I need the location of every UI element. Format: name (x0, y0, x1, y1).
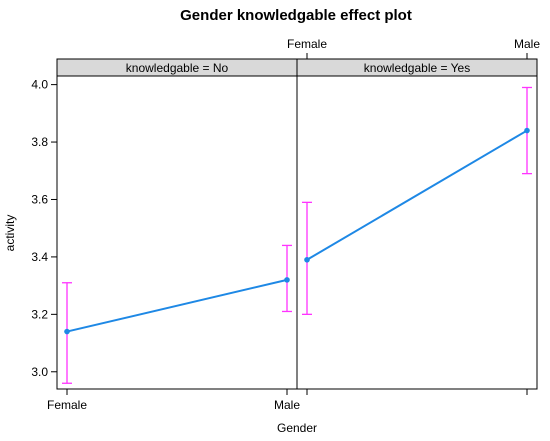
fit-point (524, 127, 530, 134)
panel-frame-left (56, 58, 298, 390)
chart-title: Gender knowledgable effect plot (180, 7, 412, 24)
x-tick-label-bottom: Female (47, 398, 87, 412)
strip-label-left: knowledgable = No (126, 61, 229, 75)
x-tick-label-bottom: Male (274, 398, 300, 412)
y-tick-label: 3.4 (31, 250, 48, 264)
y-tick-label: 4.0 (31, 78, 48, 92)
x-tick-label-top: Male (514, 37, 540, 51)
y-tick-label: 3.2 (31, 307, 48, 321)
panel-frame-right (296, 58, 538, 390)
y-tick-label: 3.0 (31, 365, 48, 379)
y-axis-label: activity (3, 215, 17, 252)
y-tick-label: 3.6 (31, 192, 48, 206)
x-tick-label-top: Female (287, 37, 327, 51)
strip-label-right: knowledgable = Yes (364, 61, 470, 75)
fit-line (66, 278, 288, 333)
data-marks (62, 86, 532, 384)
fit-point (304, 256, 310, 263)
x-axis-top: Female Male (287, 37, 540, 59)
x-axis-label: Gender (277, 421, 317, 435)
strip-right (296, 58, 538, 77)
x-axis-bottom: Female Male (47, 389, 528, 412)
fit-point (284, 277, 290, 283)
panel-series-1 (302, 86, 532, 315)
y-tick-label: 3.8 (31, 135, 48, 149)
fit-line (306, 129, 528, 261)
fit-point (64, 328, 70, 335)
panels: knowledgable = No knowledgable = Yes (56, 58, 538, 390)
y-axis: 3.0 3.2 3.4 3.6 3.8 4.0 (31, 78, 57, 379)
panel-series-0 (62, 244, 292, 384)
